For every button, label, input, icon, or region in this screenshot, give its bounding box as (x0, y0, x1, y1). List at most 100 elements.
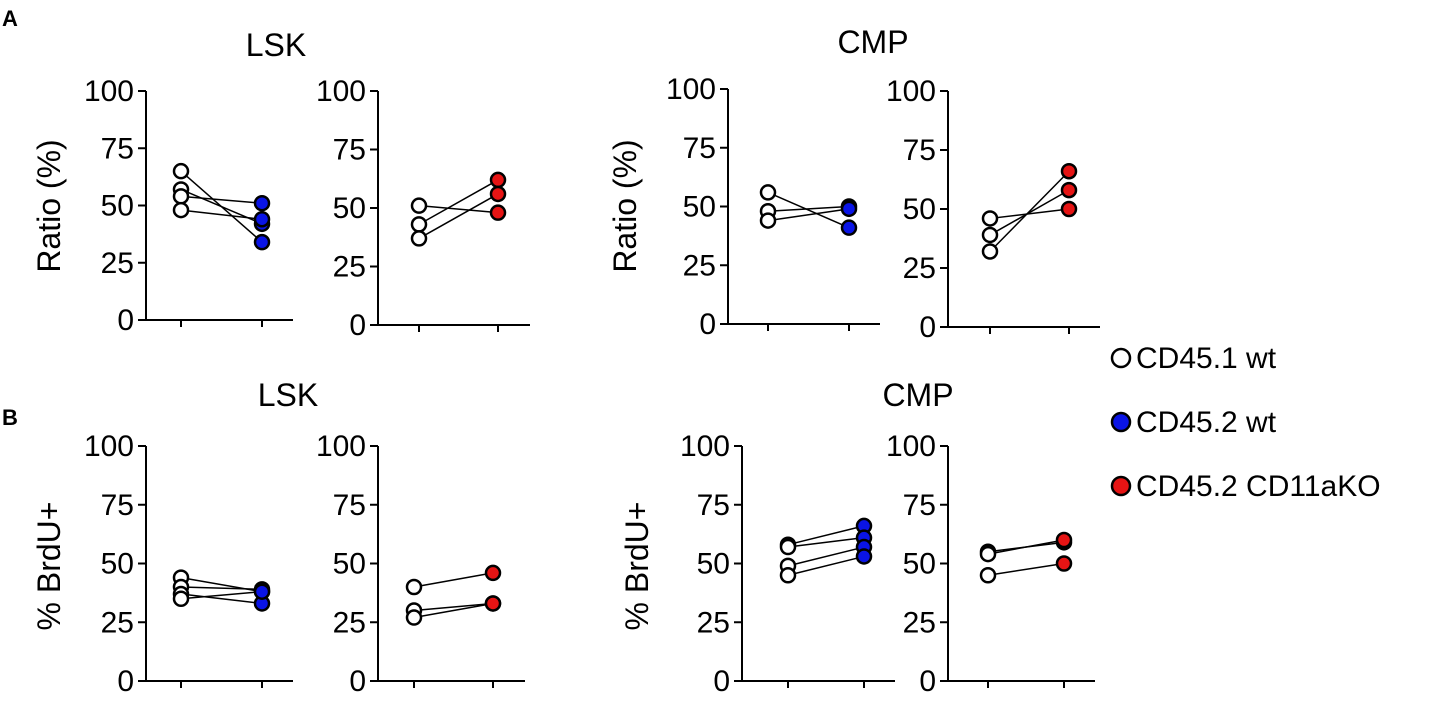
data-point-cd45-1 (759, 184, 777, 201)
y-tick-label: 25 (333, 606, 366, 639)
data-point-cd45-1 (172, 201, 190, 219)
data-point-cd45-2 (489, 204, 507, 221)
pair-connector-line (989, 208, 1070, 220)
data-point-cd45-1 (410, 216, 428, 233)
data-point-cd45-1 (979, 567, 997, 584)
pair-connector-line (180, 590, 263, 600)
y-tick-label: 0 (349, 665, 366, 698)
chart-b-lsk-ko: 0 25 50 75 100 (316, 430, 525, 698)
y-tick-label: 50 (903, 193, 936, 226)
data-point-cd45-1 (172, 188, 190, 205)
data-point-cd45-2 (484, 595, 502, 612)
y-tick-label: 75 (903, 134, 936, 167)
pair-connector-line (413, 572, 494, 588)
data-point-cd45-1 (172, 162, 190, 180)
data-point-cd45-2 (840, 219, 858, 236)
y-tick-label: 75 (333, 489, 366, 522)
pair-connector-line (180, 188, 263, 225)
chart-b-cmp-ko: 0 25 50 75 100 (886, 430, 1095, 698)
data-point-cd45-1 (981, 243, 999, 260)
y-tick-label: 25 (683, 249, 716, 282)
legend-label: CD45.2 wt (1136, 406, 1277, 439)
y-tick-label: 0 (117, 665, 134, 698)
data-point-cd45-2 (840, 200, 858, 218)
data-point-cd45-2 (484, 564, 502, 582)
y-tick-label: 100 (886, 430, 936, 463)
y-tick-label: 0 (713, 665, 730, 698)
data-point-cd45-2 (1060, 181, 1078, 199)
legend-marker-blue-circle-icon (1110, 411, 1132, 433)
data-point-cd45-1 (410, 197, 428, 214)
chart-b-lsk-wt: 0 25 50 75 100 (84, 430, 293, 698)
chart-a-cmp-ko: 0 25 50 75 100 (886, 75, 1100, 344)
y-tick-label: 25 (101, 606, 134, 639)
y-tick-label: 50 (333, 548, 366, 581)
pair-connector-line (413, 602, 494, 612)
y-tick-label: 0 (919, 665, 936, 698)
title-b-cmp: CMP (882, 377, 953, 413)
pair-connector-line (418, 193, 499, 240)
data-point-cd45-2 (1055, 555, 1073, 572)
pair-connector-line (787, 546, 865, 567)
y-tick-label: 100 (886, 75, 936, 108)
pair-connector-line (180, 593, 263, 605)
pair-connector-line (787, 536, 865, 548)
pair-connector-line (987, 539, 1065, 555)
legend: CD45.1 wt CD45.2 wt CD45.2 CD11aKO (1110, 342, 1381, 503)
pair-connector-line (180, 209, 263, 220)
data-point-cd45-1 (172, 590, 190, 607)
data-point-cd45-1 (979, 545, 997, 563)
y-tick-label: 50 (101, 548, 134, 581)
data-point-cd45-1 (779, 538, 797, 556)
y-tick-label: 75 (333, 134, 366, 167)
pair-connector-line (180, 586, 263, 591)
y-tick-label: 75 (101, 132, 134, 165)
legend-marker-open-circle-icon (1110, 347, 1132, 369)
panel-letter-a: A (2, 6, 18, 31)
y-label-a-lsk: Ratio (%) (31, 139, 67, 272)
y-tick-label: 25 (903, 606, 936, 639)
legend-item-cd45-1-wt: CD45.1 wt (1110, 342, 1277, 375)
legend-item-cd45-2-cd11ako: CD45.2 CD11aKO (1110, 470, 1381, 503)
y-tick-label: 100 (316, 75, 366, 108)
pair-connector-line (413, 602, 494, 619)
chart-b-cmp-wt: 0 25 50 75 100 (680, 430, 895, 698)
y-tick-label: 25 (101, 247, 134, 280)
pair-connector-line (767, 191, 850, 229)
pair-connector-line (787, 555, 865, 576)
y-tick-label: 100 (680, 430, 730, 463)
pair-connector-line (418, 179, 499, 226)
data-point-cd45-1 (981, 210, 999, 227)
y-tick-label: 50 (683, 191, 716, 224)
y-label-a-cmp: Ratio (%) (607, 139, 643, 272)
data-point-cd45-2 (253, 194, 271, 212)
y-tick-label: 0 (919, 311, 936, 344)
y-tick-label: 100 (666, 73, 716, 106)
y-tick-label: 75 (683, 132, 716, 165)
pair-connector-line (989, 189, 1070, 236)
y-tick-label: 25 (903, 252, 936, 285)
data-point-cd45-2 (489, 171, 507, 189)
legend-item-cd45-2-wt: CD45.2 wt (1110, 406, 1277, 439)
pair-connector-line (180, 195, 263, 204)
title-a-lsk: LSK (246, 27, 306, 63)
data-point-cd45-2 (855, 548, 873, 565)
pair-connector-line (989, 170, 1070, 253)
pair-connector-line (767, 205, 850, 212)
y-tick-label: 100 (84, 430, 134, 463)
chart-a-lsk-wt: 0 25 50 75 100 (84, 75, 293, 337)
data-point-cd45-2 (253, 583, 271, 600)
y-tick-label: 50 (333, 192, 366, 225)
title-b-lsk: LSK (258, 377, 318, 413)
legend-label: CD45.1 wt (1136, 342, 1277, 375)
y-tick-label: 25 (697, 606, 730, 639)
legend-marker-red-circle-icon (1110, 475, 1132, 497)
panel-letter-b: B (2, 405, 18, 430)
y-tick-label: 100 (316, 430, 366, 463)
y-label-b-cmp: % BrdU+ (619, 502, 655, 631)
data-point-cd45-2 (253, 210, 271, 228)
y-tick-label: 25 (333, 251, 366, 284)
y-tick-label: 50 (697, 548, 730, 581)
y-tick-label: 75 (903, 489, 936, 522)
